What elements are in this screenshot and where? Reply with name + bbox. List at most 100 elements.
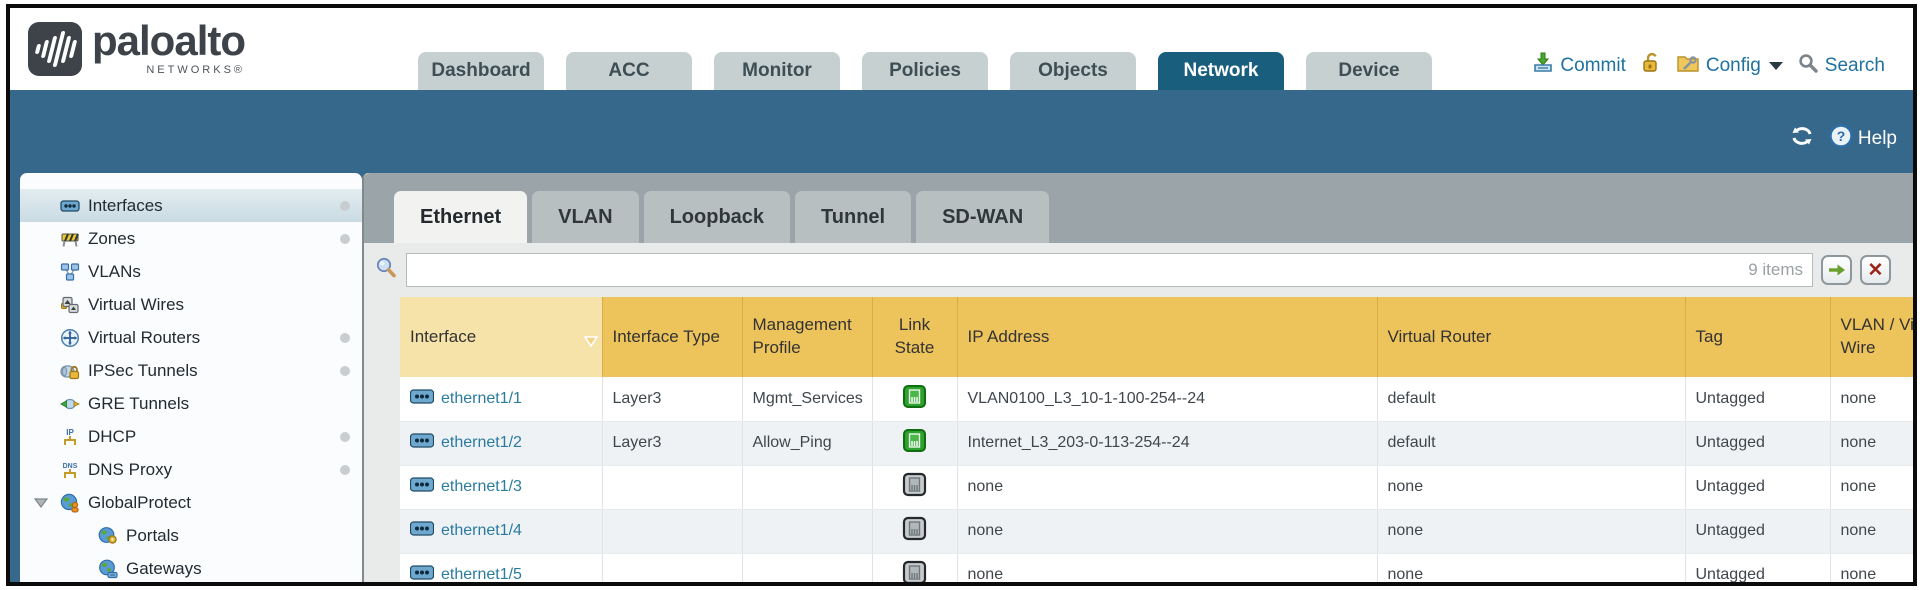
interface-link[interactable]: ethernet1/2 [441,434,522,451]
interface-link[interactable]: ethernet1/1 [441,389,522,407]
brand-sub: NETWORKS® [146,64,246,76]
page-background: ? Help Interfaces Zones [10,90,1913,582]
tab-objects[interactable]: Objects [1010,52,1136,90]
tab-dashboard[interactable]: Dashboard [418,52,544,90]
table-row: ethernet1/5 none none Untagged none [400,553,1913,582]
column-header-link-state[interactable]: Link State [872,297,958,377]
interfaces-table: Interface Interface Type Management Prof… [400,297,1913,582]
sidebar-item-label: DNS Proxy [88,459,173,479]
sidebar-item-gateways[interactable]: Gateways [20,552,362,582]
sidebar-item-label: DHCP [88,426,137,446]
column-header-tag[interactable]: Tag [1685,297,1831,377]
status-dot [340,333,350,343]
lock-icon[interactable] [1641,52,1661,80]
table-row: ethernet1/2 Layer3 Allow_Ping Internet_L… [400,421,1913,466]
gateways-icon [98,559,118,579]
sidebar-item-label: IPSec Tunnels [88,360,198,380]
sidebar-item-label: GlobalProtect [88,492,191,512]
sidebar-item-label: Zones [88,228,136,248]
sidebar-item-globalprotect[interactable]: GlobalProtect [20,486,362,519]
table-row: ethernet1/3 none none Untagged none [400,465,1913,510]
chevron-down-icon [1768,62,1783,70]
ipsec-tunnels-icon [60,361,80,381]
sidebar-item-dhcp[interactable]: IP DHCP [20,420,362,453]
ethernet-interface-icon [409,521,435,541]
sidebar-item-gre-tunnels[interactable]: GRE Tunnels [20,387,362,420]
column-menu-icon[interactable] [583,331,598,354]
link-state-up-icon [902,384,927,413]
tab-vlan[interactable]: VLAN [532,191,639,243]
search-icon [1798,53,1819,80]
column-header-ip-address[interactable]: IP Address [957,297,1378,377]
config-menu[interactable]: Config [1676,52,1783,80]
sidebar-item-portals[interactable]: Portals [20,519,362,552]
sidebar-item-label: Portals [126,525,179,545]
brand-name: paloalto [92,17,246,64]
link-state-up-icon [902,429,927,457]
tab-tunnel[interactable]: Tunnel [795,191,912,243]
table-row: ethernet1/4 none none Untagged none [400,509,1913,554]
content-panel: Ethernet VLAN Loopback Tunnel SD-WAN 9 i… [362,173,1913,582]
sidebar-item-virtual-routers[interactable]: Virtual Routers [20,321,362,354]
commit-button[interactable]: Commit [1532,52,1626,80]
svg-text:IP: IP [66,428,74,437]
column-header-interface-type[interactable]: Interface Type [602,297,743,377]
commit-icon [1532,52,1554,80]
refresh-icon[interactable] [1789,124,1815,154]
virtual-wires-icon [60,295,80,315]
link-state-down-icon [902,560,927,582]
dhcp-icon: IP [60,427,80,447]
apply-filter-button[interactable] [1821,255,1852,285]
column-header-vlan-virtual-wire[interactable]: VLAN / Virtual-Wire [1830,297,1913,377]
clear-filter-button[interactable]: ✕ [1860,255,1891,285]
interface-link[interactable]: ethernet1/3 [441,478,522,495]
table-body: ethernet1/1 Layer3 Mgmt_Services VLAN010… [400,377,1913,582]
tab-loopback[interactable]: Loopback [643,191,791,243]
sidebar-item-vlans[interactable]: VLANs [20,255,362,288]
tab-network[interactable]: Network [1158,52,1284,90]
filter-bar: 9 items ✕ [364,243,1913,297]
filter-search-icon [374,256,398,285]
sidebar-item-label: GRE Tunnels [88,393,190,413]
help-button[interactable]: ? Help [1829,124,1897,154]
sidebar-item-dns-proxy[interactable]: DNS DNS Proxy [20,453,362,486]
column-header-management-profile[interactable]: Management Profile [742,297,873,377]
collapse-triangle-icon[interactable] [33,495,49,509]
commit-label: Commit [1560,55,1626,76]
status-dot [340,432,350,442]
interface-type-tabs: Ethernet VLAN Loopback Tunnel SD-WAN [364,173,1913,243]
clear-x-icon: ✕ [1867,259,1884,281]
sidebar-item-virtual-wires[interactable]: Virtual Wires [20,288,362,321]
column-header-interface[interactable]: Interface [400,297,603,377]
sidebar-item-zones[interactable]: Zones [20,222,362,255]
ethernet-interface-icon [409,433,435,453]
virtual-routers-icon [60,328,80,348]
svg-text:DNS: DNS [63,463,78,470]
sidebar-item-interfaces[interactable]: Interfaces [20,189,362,222]
top-header: paloalto NETWORKS® Dashboard ACC Monitor… [10,8,1913,90]
globalprotect-icon [60,493,80,513]
status-dot [340,234,350,244]
status-dot [340,201,350,211]
tab-ethernet[interactable]: Ethernet [394,191,528,243]
app-window: paloalto NETWORKS® Dashboard ACC Monitor… [6,4,1917,586]
link-state-down-icon [902,472,927,501]
interface-link[interactable]: ethernet1/4 [441,522,522,539]
gre-tunnels-icon [60,394,80,414]
column-header-virtual-router[interactable]: Virtual Router [1377,297,1686,377]
portals-icon [98,526,118,546]
tab-policies[interactable]: Policies [862,52,988,90]
ethernet-interface-icon [409,477,435,497]
help-label: Help [1857,128,1897,149]
sidebar-item-label: Virtual Wires [88,294,185,314]
tab-acc[interactable]: ACC [566,52,692,90]
ethernet-interface-icon [409,389,435,409]
interface-link[interactable]: ethernet1/5 [441,566,522,582]
tab-device[interactable]: Device [1306,52,1432,90]
tab-sdwan[interactable]: SD-WAN [916,191,1050,243]
sidebar-item-ipsec-tunnels[interactable]: IPSec Tunnels [20,354,362,387]
filter-input[interactable] [406,253,1813,287]
search-button[interactable]: Search [1798,53,1885,80]
tab-monitor[interactable]: Monitor [714,52,840,90]
zones-icon [60,229,80,249]
